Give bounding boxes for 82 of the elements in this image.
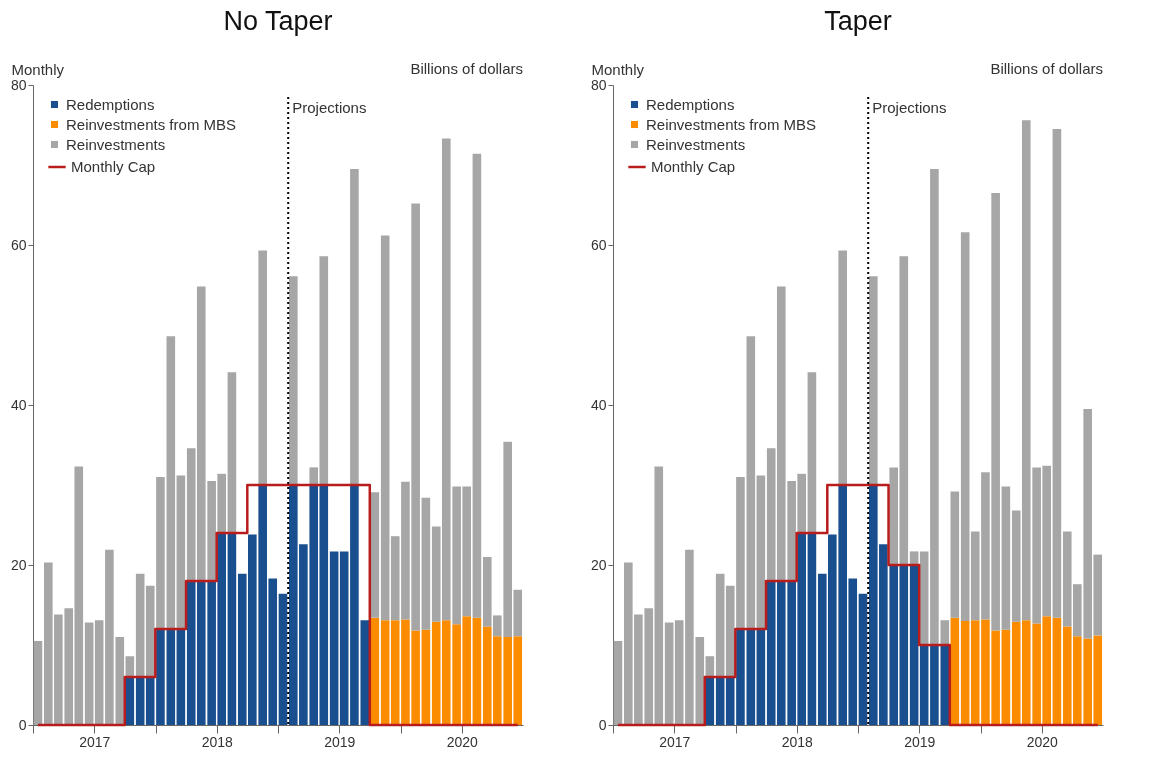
y-axis-title: Monthly [11,60,65,78]
text: Billions of dollars [410,60,523,77]
bar [715,573,725,677]
bar [33,641,43,725]
bar [1001,629,1011,725]
y-tick-label: 0 [598,716,607,733]
x-tick-label: 2017 [79,733,111,750]
y-tick-label: 80 [590,76,607,93]
bar [94,620,104,725]
bar [258,250,267,485]
bar [960,232,970,621]
bar [950,491,960,618]
bar [421,629,431,725]
bar [472,617,482,725]
bar [472,153,482,618]
bar [380,235,390,621]
x-tick-label: 2019 [904,733,936,750]
text: Billions of dollars [990,60,1103,77]
bar [278,593,288,725]
bar [960,621,970,725]
legend-label: Monthly Cap [71,158,156,175]
legend-label: Reinvestments [66,135,166,153]
bar [176,629,186,725]
bar [166,336,176,629]
y-tick-label: 60 [590,236,607,253]
legend-label: Redemptions [66,95,155,113]
bar [919,645,929,725]
y-tick-label: 20 [10,556,27,573]
bar [807,533,817,725]
bar [756,475,766,629]
bar [329,551,339,725]
bar [838,250,847,485]
bar [227,372,237,533]
y-tick-label: 60 [10,236,27,253]
x-tick-label: 2017 [659,733,691,750]
y-tick-label: 40 [10,396,27,413]
bar [909,565,919,725]
bar [84,622,94,725]
bar [1052,617,1062,725]
bar [350,169,359,485]
x-tick-label: 2019 [324,733,356,750]
ref-line-label: Projections [872,99,947,116]
bar [746,336,756,629]
x-tick-label: 2020 [446,733,479,750]
chart-title: Taper [824,6,892,36]
legend-label: Monthly Cap [651,158,736,175]
bar [950,617,960,725]
bar [176,475,186,629]
bar [858,593,868,725]
legend-label: Redemptions [646,95,735,113]
legend-label: Reinvestments [646,135,746,153]
bar [289,276,298,485]
bar [1052,129,1062,618]
bar [380,620,390,725]
bar [613,641,623,725]
bar [919,551,929,645]
bar [339,551,349,725]
x-tick-label: 2018 [201,733,234,750]
legend-label: Reinvestments from MBS [646,115,817,133]
bar [746,629,756,725]
bar [421,497,431,630]
bar [166,629,176,725]
bar [664,622,674,725]
ref-line-label: Projections [292,99,367,116]
bar [869,276,878,485]
x-tick-label: 2018 [781,733,814,750]
bar [135,573,145,677]
bar [674,620,684,725]
bar [135,677,145,725]
y-tick-label: 40 [590,396,607,413]
y-tick-label: 20 [590,556,607,573]
x-tick-label: 2020 [1026,733,1059,750]
y-tick-label: 80 [10,76,27,93]
bar [756,629,766,725]
y-axis-title: Monthly [591,60,645,78]
bar [1001,486,1011,630]
legend-label: Reinvestments from MBS [66,115,237,133]
y-tick-label: 0 [18,716,27,733]
chart-title: No Taper [223,6,333,36]
bar [807,372,817,533]
bar [715,677,725,725]
bar [227,533,237,725]
